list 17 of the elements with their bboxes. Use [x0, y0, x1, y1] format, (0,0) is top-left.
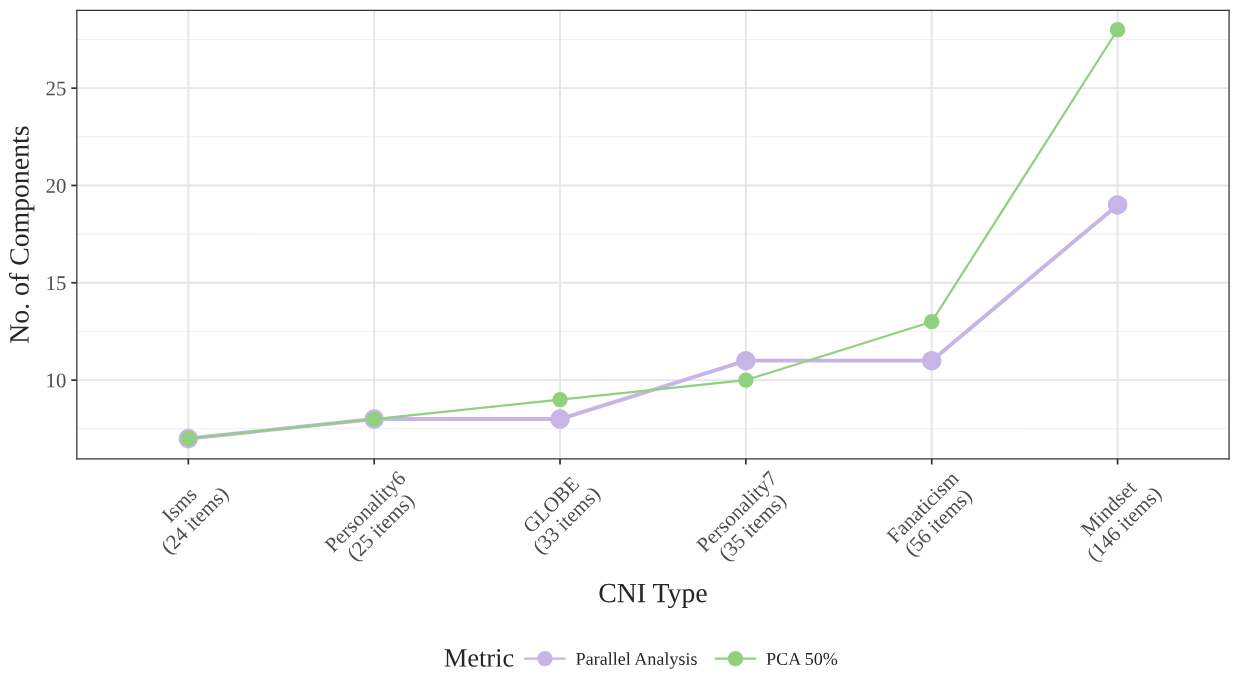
y-tick-label: 10 [47, 373, 66, 388]
legend-title: Metric [444, 649, 514, 667]
y-tick-label: 15 [47, 276, 66, 291]
y-tick-label: 25 [46, 81, 66, 96]
point [550, 409, 570, 429]
point [1107, 195, 1128, 215]
point [738, 372, 754, 388]
point [1109, 22, 1126, 38]
legend-label: Parallel Analysis [576, 652, 697, 669]
point [736, 350, 756, 371]
point [552, 391, 568, 408]
y-tick-label: 20 [46, 178, 66, 193]
point [922, 350, 942, 371]
x-axis-title: CNI Type [599, 583, 707, 609]
legend-label: PCA 50% [766, 652, 838, 666]
point [924, 314, 940, 330]
y-axis-title: No. of Components [8, 126, 35, 343]
